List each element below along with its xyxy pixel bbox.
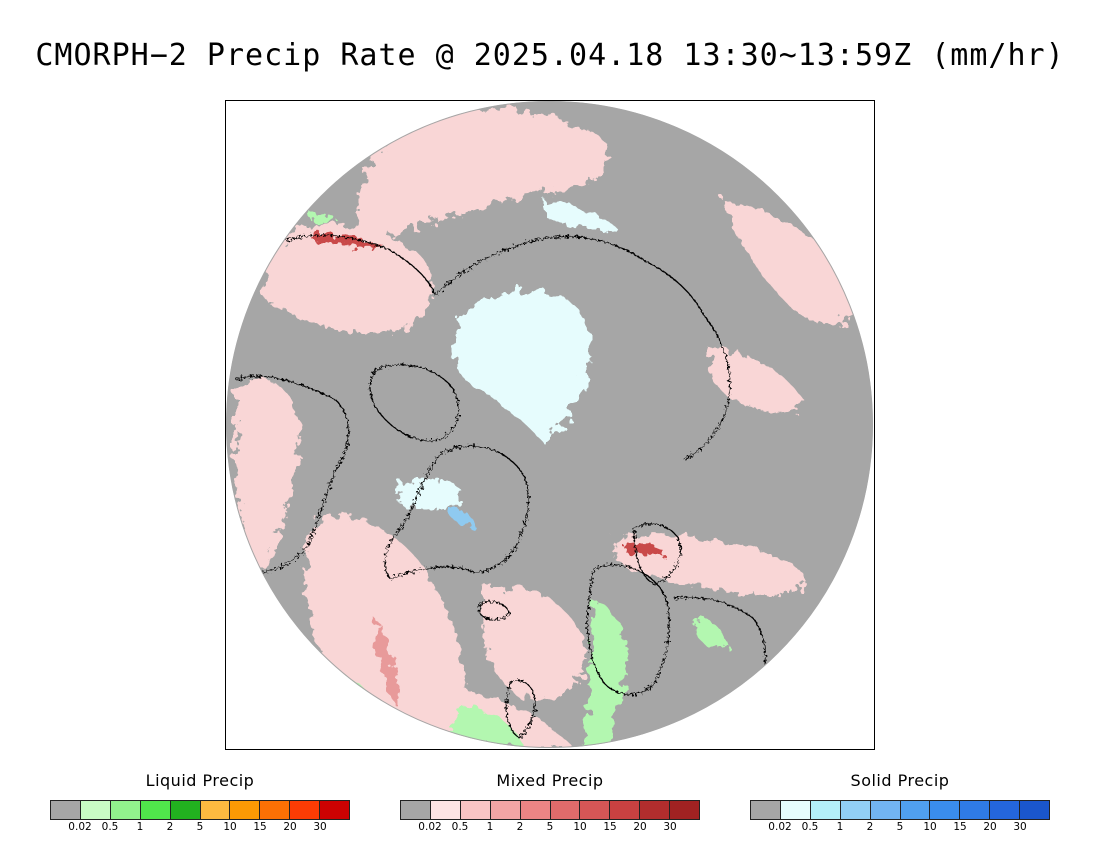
coastline-alaska (285, 234, 436, 296)
legend-colorbar-liquid (50, 800, 350, 820)
mixed-precip-siberia-east (723, 200, 864, 324)
coastline-novaya-zemlya (633, 523, 681, 585)
legend-tick-label: 30 (663, 821, 677, 833)
legend-swatch-solid-9 (1020, 801, 1050, 819)
legend-tick-label: 20 (283, 821, 297, 833)
legend-swatch-solid-7 (960, 801, 991, 819)
precip-disc (226, 101, 873, 748)
legend-tick-label: 2 (166, 821, 174, 833)
legend-swatch-solid-2 (810, 801, 841, 819)
solid-precip-central-arctic (453, 289, 590, 445)
legend-swatch-liquid-6 (230, 801, 261, 819)
legend-swatch-liquid-0 (51, 801, 81, 819)
legend-colorbar-solid (750, 800, 1050, 820)
legend-swatch-solid-5 (900, 801, 931, 819)
legend-tick-label: 20 (983, 821, 997, 833)
polar-precip-map (225, 100, 875, 750)
legend-tick-label: 10 (223, 821, 237, 833)
legend-tick-label: 10 (923, 821, 937, 833)
legend-swatch-mixed-0 (401, 801, 431, 819)
solid-precip-greenland-east (449, 507, 473, 526)
legend-ticks-liquid: 0.02 0.5 1 2 5 10 15 20 30 (50, 821, 350, 837)
legend-tick-label: 0.02 (768, 821, 792, 833)
mixed-precip-urals (709, 349, 804, 413)
legend-tick-label: 20 (633, 821, 647, 833)
mixed-precip-siberia (357, 107, 610, 241)
legend-swatch-liquid-3 (140, 801, 171, 819)
coastline-canadian-archipelago (369, 364, 460, 442)
liquid-precip-russia-west (693, 618, 729, 650)
legend-ticks-mixed: 0.02 0.5 1 2 5 10 15 20 30 (400, 821, 700, 837)
mixed-precip-streak-atlantic (375, 618, 401, 709)
legend-tick-label: 30 (1013, 821, 1027, 833)
legend-swatch-solid-1 (780, 801, 811, 819)
legend-solid: Solid Precip 0.02 0.5 1 2 5 10 15 20 30 (750, 770, 1050, 840)
legend-tick-label: 30 (313, 821, 327, 833)
legend-swatch-mixed-3 (490, 801, 521, 819)
disc-edge (226, 101, 873, 748)
coastline-iceland (479, 601, 511, 621)
legend-swatch-solid-4 (870, 801, 901, 819)
legend-swatch-liquid-8 (290, 801, 321, 819)
coastline-scandinavia (586, 564, 670, 696)
legend-tick-label: 5 (196, 821, 204, 833)
mixed-precip-canada-west (235, 379, 299, 571)
legend-swatch-mixed-6 (580, 801, 611, 819)
legend-title-mixed: Mixed Precip (496, 771, 604, 790)
legend-swatch-liquid-1 (80, 801, 111, 819)
liquid-precip-bering (310, 212, 336, 224)
legend-swatch-liquid-9 (320, 801, 350, 819)
legend-swatch-liquid-4 (170, 801, 201, 819)
legend-tick-label: 1 (486, 821, 494, 833)
legend-tick-label: 5 (896, 821, 904, 833)
legend-tick-label: 15 (603, 821, 617, 833)
legend-tick-label: 15 (253, 821, 267, 833)
legend-swatch-mixed-2 (460, 801, 491, 819)
legend-tick-label: 0.5 (801, 821, 819, 833)
legend-swatch-solid-3 (840, 801, 871, 819)
solid-precip-east-siberia (544, 200, 620, 231)
map-title: CMORPH−2 Precip Rate @ 2025.04.18 13:30~… (35, 38, 1065, 73)
legend-swatch-liquid-5 (200, 801, 231, 819)
precip-areas (235, 107, 864, 748)
legend-swatch-mixed-1 (430, 801, 461, 819)
legend-tick-label: 5 (546, 821, 554, 833)
mixed-precip-core-barents (624, 543, 664, 556)
legend-tick-label: 0.5 (101, 821, 119, 833)
legend-tick-label: 1 (836, 821, 844, 833)
legend-swatch-mixed-9 (670, 801, 700, 819)
legend-swatch-mixed-4 (520, 801, 551, 819)
legend-colorbar-mixed (400, 800, 700, 820)
legend-tick-label: 0.5 (451, 821, 469, 833)
legend-title-solid: Solid Precip (850, 771, 950, 790)
legend-swatch-solid-0 (751, 801, 781, 819)
legend-title-liquid: Liquid Precip (145, 771, 255, 790)
coastline-british-isles (505, 679, 536, 739)
legend-liquid: Liquid Precip 0.02 0.5 1 2 5 10 15 20 30 (50, 770, 350, 840)
legend-tick-label: 0.02 (418, 821, 442, 833)
coastline-greenland (384, 445, 530, 580)
map-canvas (226, 101, 873, 748)
coastline-siberia-north (434, 235, 705, 316)
solid-precip-greenland (400, 479, 465, 510)
legend-tick-label: 0.02 (68, 821, 92, 833)
legend-swatch-mixed-8 (640, 801, 671, 819)
coastlines (235, 234, 767, 739)
legend-swatch-liquid-2 (110, 801, 141, 819)
coastline-taimyr (683, 314, 731, 460)
coastline-canada-mainland (235, 375, 350, 574)
liquid-precip-scandinavia (584, 598, 630, 748)
legend-tick-label: 2 (516, 821, 524, 833)
legend-tick-label: 1 (136, 821, 144, 833)
legend-swatch-solid-8 (990, 801, 1021, 819)
legend-tick-label: 2 (866, 821, 874, 833)
legend-ticks-solid: 0.02 0.5 1 2 5 10 15 20 30 (750, 821, 1050, 837)
legend-tick-label: 10 (573, 821, 587, 833)
legend-swatch-liquid-7 (260, 801, 291, 819)
legend-tick-label: 15 (953, 821, 967, 833)
legend-swatch-solid-6 (930, 801, 961, 819)
legend-swatch-mixed-7 (610, 801, 641, 819)
legend-mixed: Mixed Precip 0.02 0.5 1 2 5 10 15 20 30 (400, 770, 700, 840)
legend-swatch-mixed-5 (550, 801, 581, 819)
